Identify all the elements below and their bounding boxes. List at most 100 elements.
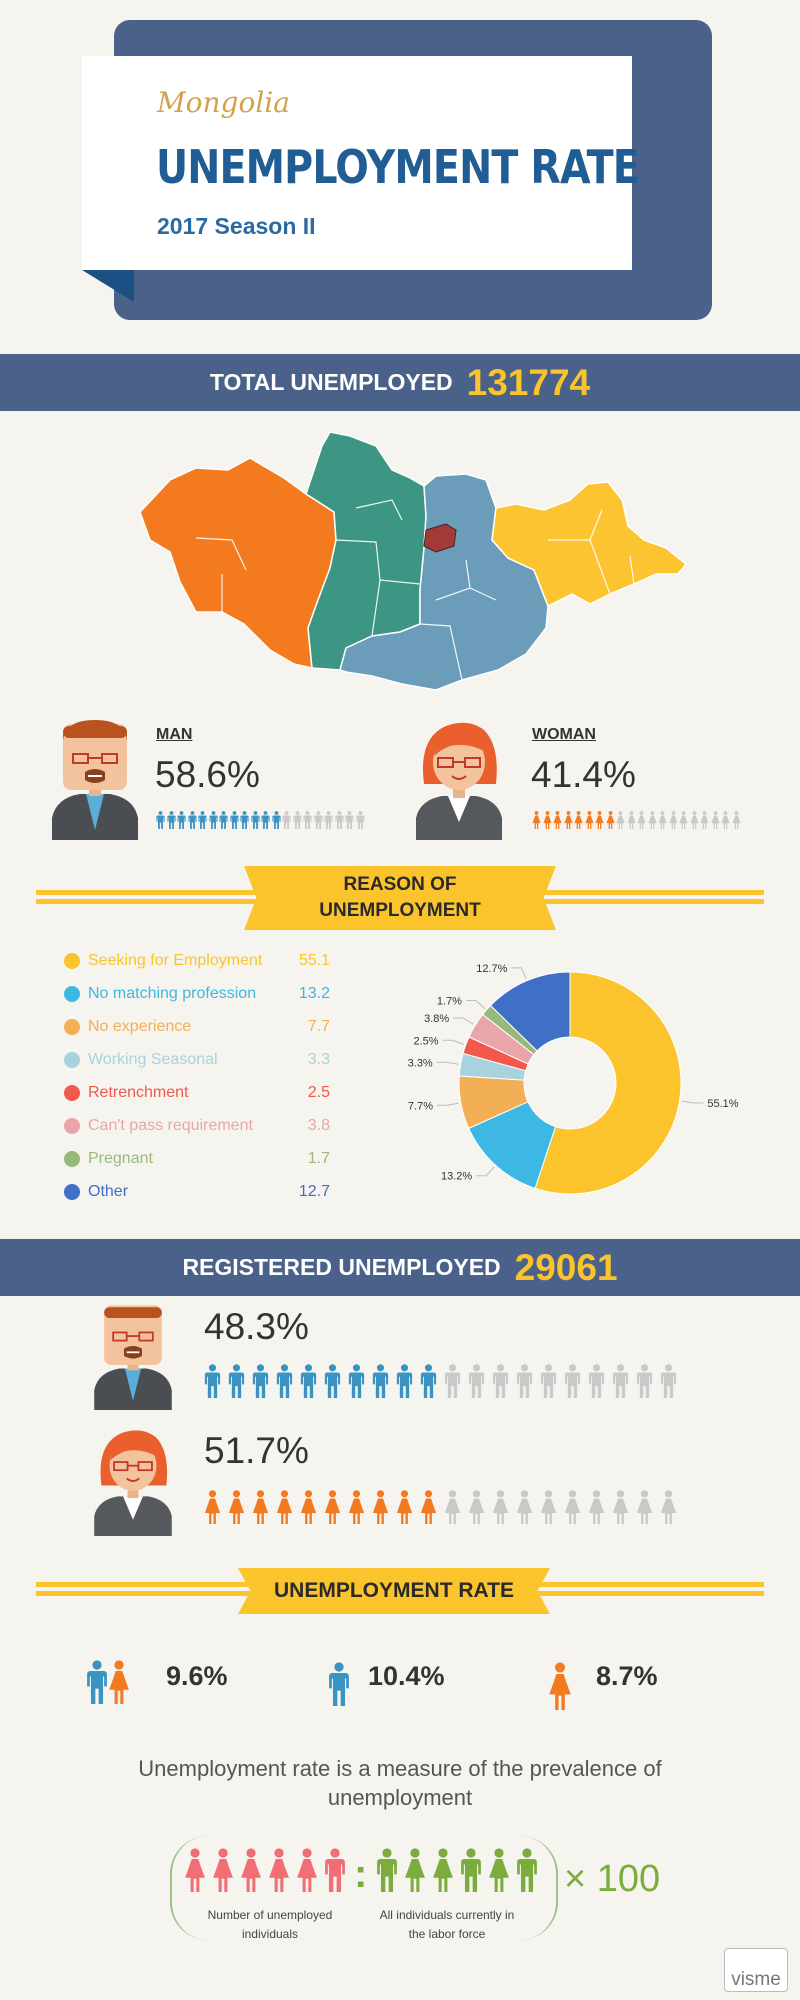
male-person-icon xyxy=(396,1364,413,1398)
female-person-icon xyxy=(553,811,562,829)
female-person-icon xyxy=(731,811,741,829)
legend-label: Pregnant xyxy=(88,1150,153,1167)
female-person-icon xyxy=(612,1490,629,1524)
male-person-icon xyxy=(87,1660,107,1704)
female-person-icon xyxy=(516,1490,533,1524)
woman-label: WOMAN xyxy=(532,726,596,743)
legend-swatch xyxy=(64,1052,80,1068)
female-person-icon xyxy=(626,811,636,829)
legend-item: Seeking for Employment 55.1 xyxy=(64,950,330,972)
female-person-icon xyxy=(276,1490,293,1524)
male-person-icon xyxy=(240,811,249,829)
male-person-icon xyxy=(636,1364,653,1398)
male-person-icon xyxy=(461,1848,481,1892)
formula-numerator-caption: Number of unemployed individuals xyxy=(207,1908,333,1941)
female-person-icon xyxy=(444,1490,461,1524)
female-person-icon xyxy=(433,1848,453,1892)
female-person-icon xyxy=(300,1490,317,1524)
female-person-icon xyxy=(228,1490,245,1524)
donut-leader-line xyxy=(511,967,527,980)
legend-value: 12.7 xyxy=(298,1183,330,1200)
donut-slice xyxy=(534,971,682,1195)
male-person-icon xyxy=(292,811,302,829)
female-person-icon xyxy=(252,1490,269,1524)
male-person-icon xyxy=(517,1848,537,1892)
man-share-icons xyxy=(156,810,366,830)
male-person-icon xyxy=(156,811,165,829)
female-person-icon xyxy=(241,1848,261,1892)
legend-label: Can't pass requirement xyxy=(88,1117,253,1134)
male-person-icon xyxy=(228,1364,245,1398)
male-person-icon xyxy=(252,1364,269,1398)
registered-woman-share-icons xyxy=(204,1486,684,1528)
male-person-icon xyxy=(261,811,270,829)
male-person-icon xyxy=(468,1364,485,1398)
legend-swatch xyxy=(64,986,80,1002)
total-rate-icons xyxy=(86,1654,130,1715)
male-person-icon xyxy=(492,1364,509,1398)
female-person-icon xyxy=(710,811,720,829)
man-percentage: 58.6% xyxy=(155,754,260,795)
legend-item: No matching profession 13.2 xyxy=(64,983,330,1005)
female-person-icon xyxy=(204,1490,221,1524)
legend-label: Retrenchment xyxy=(88,1084,189,1101)
header-card xyxy=(82,56,632,270)
donut-data-label: 13.2% xyxy=(441,1171,472,1183)
female-person-icon xyxy=(605,811,615,829)
donut-data-label: 3.8% xyxy=(424,1013,449,1025)
female-person-icon xyxy=(489,1848,509,1892)
female-person-icon xyxy=(660,1490,677,1524)
legend-value: 1.7 xyxy=(307,1150,330,1167)
female-person-icon xyxy=(348,1490,365,1524)
female-person-icon xyxy=(396,1490,413,1524)
map-region-east xyxy=(491,481,687,607)
donut-leader-line xyxy=(465,1000,486,1009)
reason-donut-chart: 55.1% 13.2% 7.7% 3.3% 2.5% 3.8% 1.7% 12.7% xyxy=(408,963,739,1195)
female-person-icon xyxy=(213,1848,233,1892)
woman-rate-icon xyxy=(548,1656,572,1721)
donut-data-label: 12.7% xyxy=(476,963,507,975)
donut-data-label: 7.7% xyxy=(408,1100,433,1112)
female-person-icon xyxy=(542,811,552,829)
mongolia-map xyxy=(139,431,687,691)
male-person-icon xyxy=(324,1364,341,1398)
man-avatar xyxy=(52,720,138,840)
male-person-icon xyxy=(325,1848,345,1892)
man-rate-icon xyxy=(328,1656,350,1717)
female-person-icon xyxy=(372,1490,389,1524)
legend-swatch xyxy=(64,953,80,969)
woman-rate-value: 8.7% xyxy=(596,1661,658,1691)
rate-title-text: UNEMPLOYMENT RATE xyxy=(274,1579,514,1602)
male-person-icon xyxy=(348,1364,365,1398)
male-person-icon xyxy=(564,1364,581,1398)
female-person-icon xyxy=(574,811,583,829)
female-person-icon xyxy=(492,1490,509,1524)
map-region-west xyxy=(139,457,337,669)
female-person-icon xyxy=(658,811,667,829)
registered-unemployed-label: REGISTERED UNEMPLOYED xyxy=(182,1254,501,1280)
registered-woman-percentage: 51.7% xyxy=(204,1430,309,1471)
male-person-icon xyxy=(229,811,239,829)
page-title: UNEMPLOYMENT RATE xyxy=(156,140,640,194)
legend-label: No experience xyxy=(88,1018,192,1035)
female-person-icon xyxy=(721,811,730,829)
female-person-icon xyxy=(700,811,709,829)
donut-leader-line xyxy=(442,1039,464,1045)
female-person-icon xyxy=(668,811,678,829)
woman-share-icons xyxy=(532,810,742,830)
legend-label: Other xyxy=(88,1183,129,1200)
visme-logo[interactable]: visme xyxy=(724,1948,788,1992)
female-person-icon xyxy=(564,1490,581,1524)
registered-unemployed-banner: REGISTERED UNEMPLOYED 29061 xyxy=(0,1239,800,1296)
legend-item: Can't pass requirement 3.8 xyxy=(64,1115,330,1137)
legend-label: Working Seasonal xyxy=(88,1051,218,1068)
total-rate-value: 9.6% xyxy=(166,1661,228,1691)
male-person-icon xyxy=(324,811,333,829)
season-subtitle: 2017 Season II xyxy=(157,213,316,239)
male-person-icon xyxy=(334,811,344,829)
legend-value: 2.5 xyxy=(307,1084,330,1101)
formula-left-bracket xyxy=(170,1836,208,1940)
male-person-icon xyxy=(540,1364,557,1398)
female-person-icon xyxy=(468,1490,485,1524)
man-label: MAN xyxy=(156,726,193,743)
